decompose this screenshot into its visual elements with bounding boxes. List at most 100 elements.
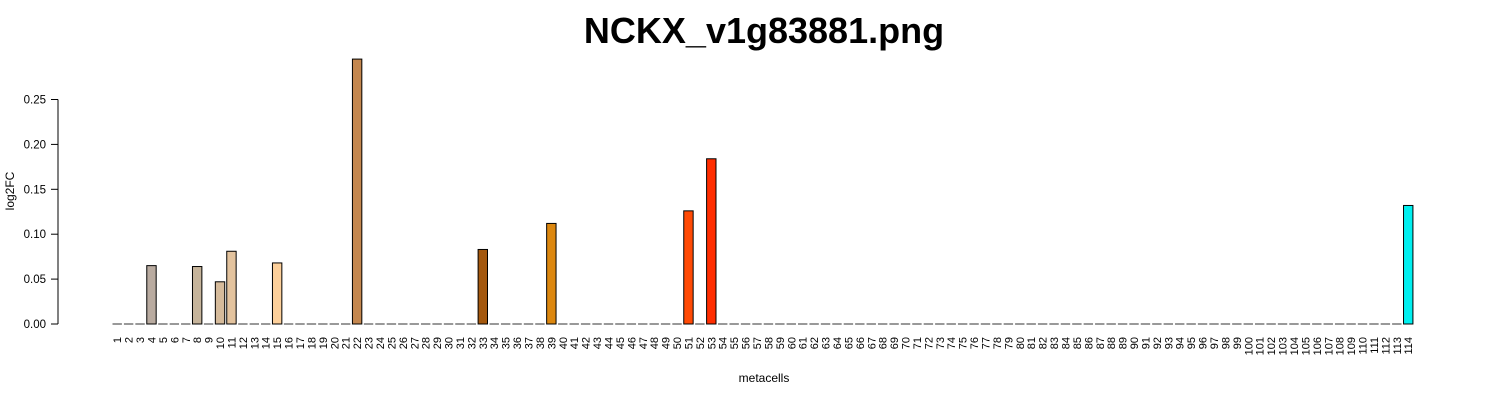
bar-51 [683, 210, 694, 325]
x-tick-label: 1 [112, 337, 124, 343]
x-tick-label: 74 [946, 337, 958, 349]
x-tick-label: 27 [409, 337, 421, 349]
x-tick-label: 36 [512, 337, 524, 349]
x-tick-label: 48 [649, 337, 661, 349]
x-tick-label: 50 [672, 337, 684, 349]
x-tick-label: 38 [535, 337, 547, 349]
x-tick-label: 56 [741, 337, 753, 349]
bar-22 [351, 58, 363, 325]
x-tick-label: 101 [1255, 337, 1267, 355]
x-tick-label: 83 [1049, 337, 1061, 349]
x-tick-label: 42 [581, 337, 593, 349]
y-axis-label: log2FC [3, 171, 17, 210]
x-tick-label: 60 [786, 337, 798, 349]
x-tick-label: 37 [524, 337, 536, 349]
x-tick-label: 90 [1129, 337, 1141, 349]
x-tick-label: 85 [1072, 337, 1084, 349]
x-tick-label: 92 [1152, 337, 1164, 349]
x-tick-labels: 1 2 3 4 5 6 7 8 9 10 11 12 13 14 15 16 17 18 19 20 21 22 23 24 2… [112, 337, 1415, 355]
x-tick-label: 102 [1266, 337, 1278, 355]
x-axis-label: metacells [739, 371, 790, 385]
x-tick-label: 19 [318, 337, 330, 349]
x-tick-label: 26 [398, 337, 410, 349]
x-tick-label: 105 [1300, 337, 1312, 355]
x-tick-label: 54 [718, 337, 730, 349]
x-tick-label: 81 [1026, 337, 1038, 349]
x-tick-label: 84 [1060, 337, 1072, 349]
x-tick-label: 44 [603, 337, 615, 349]
x-tick-label: 4 [146, 337, 158, 343]
x-tick-label: 21 [341, 337, 353, 349]
x-tick-label: 3 [135, 337, 147, 343]
x-tick-label: 62 [809, 337, 821, 349]
x-tick-label: 13 [249, 337, 261, 349]
bar-4 [146, 265, 157, 325]
x-tick-label: 34 [489, 337, 501, 349]
x-tick-label: 76 [969, 337, 981, 349]
y-tick-label: 0.10 [24, 229, 46, 241]
x-tick-label: 67 [866, 337, 878, 349]
x-tick-label: 58 [763, 337, 775, 349]
x-tick-label: 59 [775, 337, 787, 349]
x-tick-label: 114 [1403, 337, 1415, 355]
x-tick-label: 89 [1118, 337, 1130, 349]
x-tick-label: 22 [352, 337, 364, 349]
x-tick-label: 7 [181, 337, 193, 343]
x-tick-label: 64 [832, 337, 844, 349]
x-tick-label: 65 [843, 337, 855, 349]
x-tick-label: 87 [1095, 337, 1107, 349]
x-tick-label: 80 [1015, 337, 1027, 349]
y-axis: 0.00 0.05 0.10 0.15 0.20 0.25 [24, 95, 59, 331]
x-tick-label: 35 [501, 337, 513, 349]
x-tick-label: 2 [124, 337, 136, 343]
x-tick-label: 39 [546, 337, 558, 349]
x-tick-label: 69 [889, 337, 901, 349]
x-tick-label: 9 [204, 337, 216, 343]
x-tick-label: 95 [1186, 337, 1198, 349]
x-tick-label: 30 [444, 337, 456, 349]
x-tick-label: 46 [626, 337, 638, 349]
x-tick-label: 70 [901, 337, 913, 349]
x-tick-label: 86 [1083, 337, 1095, 349]
x-tick-label: 73 [935, 337, 947, 349]
x-tick-label: 79 [1003, 337, 1015, 349]
x-tick-label: 107 [1323, 337, 1335, 355]
x-tick-label: 32 [466, 337, 478, 349]
x-tick-label: 20 [329, 337, 341, 349]
x-tick-label: 112 [1380, 337, 1392, 355]
x-tick-label: 72 [923, 337, 935, 349]
y-tick-label: 0.00 [24, 319, 46, 331]
x-tick-label: 52 [695, 337, 707, 349]
x-tick-label: 43 [592, 337, 604, 349]
x-tick-label: 25 [386, 337, 398, 349]
x-tick-label: 57 [752, 337, 764, 349]
x-tick-label: 49 [661, 337, 673, 349]
x-tick-label: 29 [432, 337, 444, 349]
x-tick-label: 18 [306, 337, 318, 349]
x-tick-label: 8 [192, 337, 204, 343]
x-tick-label: 66 [855, 337, 867, 349]
x-tick-label: 68 [878, 337, 890, 349]
x-tick-label: 28 [421, 337, 433, 349]
x-tick-label: 12 [238, 337, 250, 349]
x-tick-label: 110 [1358, 337, 1370, 355]
x-tick-label: 75 [958, 337, 970, 349]
bar-114 [1403, 204, 1414, 325]
x-tick-label: 53 [706, 337, 718, 349]
x-tick-label: 16 [284, 337, 296, 349]
x-tick-label: 94 [1175, 337, 1187, 349]
x-tick-label: 100 [1243, 337, 1255, 355]
x-tick-label: 93 [1163, 337, 1175, 349]
x-tick-label: 15 [272, 337, 284, 349]
y-tick-label: 0.15 [24, 184, 46, 196]
x-tick-label: 5 [158, 337, 170, 343]
x-tick-label: 109 [1346, 337, 1358, 355]
x-tick-label: 98 [1220, 337, 1232, 349]
x-tick-label: 103 [1278, 337, 1290, 355]
x-tick-label: 77 [981, 337, 993, 349]
x-tick-label: 23 [364, 337, 376, 349]
x-tick-label: 33 [478, 337, 490, 349]
x-tick-label: 47 [638, 337, 650, 349]
